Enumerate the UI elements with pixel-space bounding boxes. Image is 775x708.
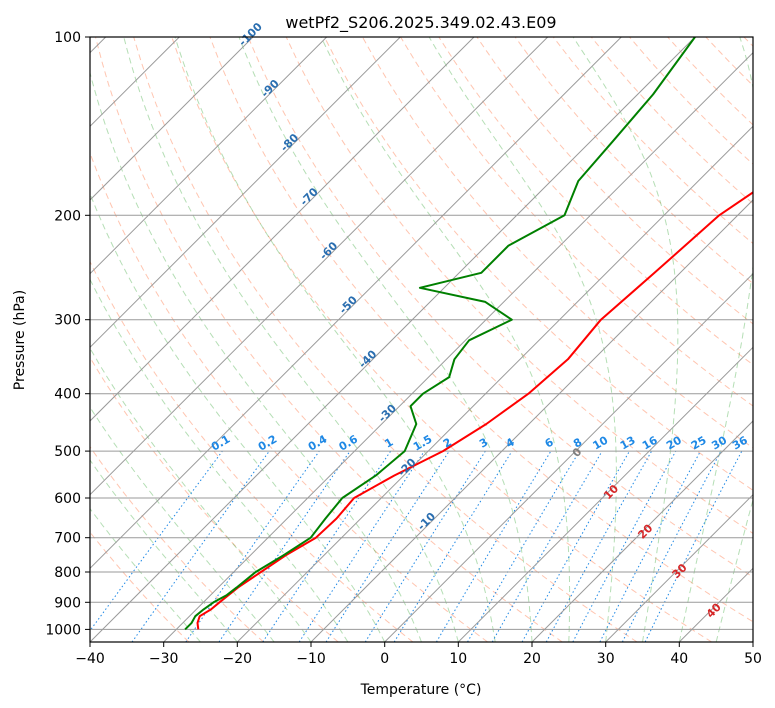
x-tick-label: −10 [296,651,326,667]
x-tick-label: 0 [380,651,389,667]
dry-adiabat-line [514,37,753,285]
moist-adiabat-line [90,192,386,642]
isotherm-line [163,51,753,642]
y-tick-label: 500 [54,444,81,460]
y-axis-title: Pressure (hPa) [12,290,28,390]
mixing-ratio-line [298,450,425,642]
isotherm-line [384,272,753,642]
dry-adiabat-line [323,37,753,491]
dry-adiabat-line [209,37,753,623]
dry-adiabat-line [95,37,563,642]
isotherm-line [90,37,622,570]
x-axis-title: Temperature (°C) [360,682,482,698]
moist-adiabat-line [238,37,533,642]
isotherm-line [90,37,475,422]
dry-adiabat-line [171,37,712,642]
moist-adiabat-line [174,37,496,642]
moist-adiabat-line [428,37,617,642]
isotherm-line [531,420,753,642]
dry-adiabat-line [133,37,638,642]
moist-adiabat-line [90,406,275,642]
moist-adiabat-line [320,37,571,642]
x-tick-label: −30 [149,651,179,667]
isotherm-line [90,37,401,349]
y-tick-label: 900 [54,595,81,611]
isotherm-line [90,37,328,275]
moist-adiabat-line [90,459,238,642]
isotherm-line [236,125,753,642]
moist-adiabat-line [90,278,349,642]
mixing-ratio-line [644,450,743,642]
moist-adiabat-line [90,70,422,642]
dry-adiabat-line [90,260,414,642]
grid-lines [90,37,753,642]
y-tick-label: 400 [54,387,81,403]
dewpoint-profile-line [184,37,696,631]
isotherm-line [605,493,753,642]
isotherm-line [310,199,753,642]
y-tick-label: 200 [54,208,81,224]
isotherm-line [457,346,753,642]
dry-adiabat-line [476,37,753,325]
dry-adiabat-line [247,37,753,578]
mixing-ratio-line [521,450,630,642]
x-tick-label: 10 [449,651,467,667]
dry-adiabat-line [90,356,339,642]
x-tick-label: 30 [597,651,615,667]
y-axis: 100 200 300 400 500 600 700 800 900 1000 [45,30,90,638]
isotherm-line [90,37,696,642]
mixing-ratio-line [393,450,513,642]
y-tick-label: 1000 [45,622,81,638]
isotherm-line [90,37,254,201]
moist-adiabat-line [123,37,459,642]
profile-series [184,37,753,631]
x-tick-label: 50 [744,651,762,667]
mixing-ratio-line [131,450,270,642]
chart-title: wetPf2_S206.2025.349.02.43.E09 [285,13,556,33]
y-tick-label: 600 [54,491,81,507]
dry-adiabat-line [285,37,753,535]
mixing-ratio-line [545,450,653,642]
mixing-ratio-line [185,450,320,642]
mixing-ratio-line [572,450,677,642]
y-tick-label: 700 [54,531,81,547]
isotherm-line [90,37,549,496]
x-tick-label: 40 [670,651,688,667]
x-axis: −40 −30 −20 −10 0 10 20 30 40 50 [75,642,762,667]
moist-adiabat-line [678,37,753,642]
plot-frame [89,36,754,643]
mixing-ratio-line [218,450,351,642]
y-tick-label: 300 [54,313,81,329]
x-tick-label: −40 [75,651,105,667]
x-tick-label: 20 [523,651,541,667]
mixing-ratio-line [90,450,223,632]
mixing-ratio-line [325,450,450,642]
moist-adiabat-line [715,497,753,642]
x-tick-label: −20 [223,651,253,667]
moist-adiabat-line [90,507,201,642]
y-tick-label: 800 [54,565,81,581]
temperature-profile-line [196,191,753,630]
y-tick-label: 100 [54,30,81,46]
moist-adiabat-line [572,37,679,642]
